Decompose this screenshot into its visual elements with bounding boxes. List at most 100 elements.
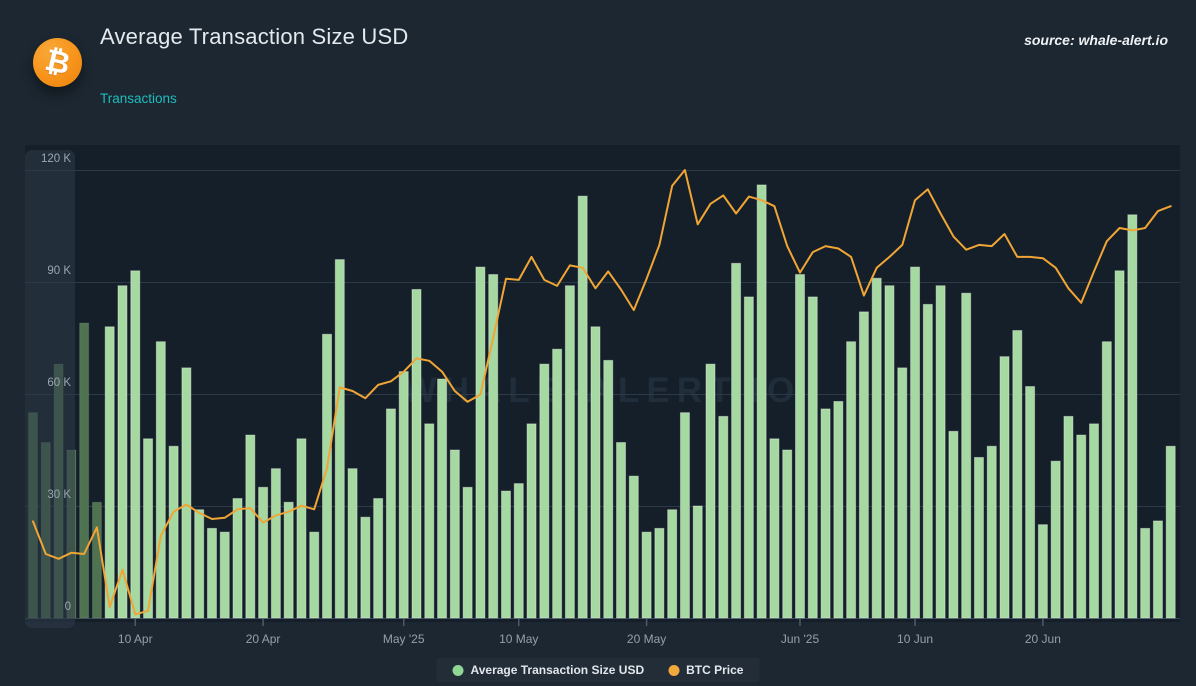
- bar-avg-transaction-size: [475, 266, 486, 619]
- bar-avg-transaction-size: [1140, 527, 1151, 619]
- transactions-link[interactable]: Transactions: [100, 91, 177, 106]
- bar-avg-transaction-size: [756, 184, 767, 619]
- bar-avg-transaction-size: [488, 274, 499, 619]
- bar-avg-transaction-size: [462, 486, 473, 619]
- bar-avg-transaction-size: [692, 505, 703, 619]
- bar-avg-transaction-size: [500, 490, 511, 619]
- y-axis-label: 90 K: [47, 265, 71, 277]
- bar-avg-transaction-size: [1076, 434, 1087, 619]
- bar-avg-transaction-size: [539, 363, 550, 619]
- bar-avg-transaction-size: [820, 408, 831, 619]
- bar-avg-transaction-size: [654, 527, 665, 619]
- bar-avg-transaction-size: [935, 285, 946, 619]
- legend-item-btc-price[interactable]: BTC Price: [668, 663, 743, 677]
- bar-avg-transaction-size: [334, 259, 345, 619]
- bar-avg-transaction-size: [718, 415, 729, 619]
- x-axis-label: May '25: [383, 632, 425, 646]
- bar-avg-transaction-size: [168, 445, 179, 619]
- bar-avg-transaction-size: [347, 468, 358, 619]
- x-axis-label: Jun '25: [781, 632, 820, 646]
- bar-avg-transaction-size: [1025, 386, 1036, 619]
- bar-avg-transaction-size: [424, 423, 435, 619]
- bar-avg-transaction-size: [782, 449, 793, 619]
- bar-avg-transaction-size: [807, 296, 818, 619]
- bar-avg-transaction-size: [628, 475, 639, 619]
- bar-avg-transaction-size: [897, 367, 908, 619]
- bar-avg-transaction-size: [846, 341, 857, 619]
- bar-avg-transaction-size: [973, 456, 984, 619]
- y-axis-label: 120 K: [40, 153, 71, 165]
- bar-avg-transaction-size: [922, 303, 933, 619]
- bar-avg-transaction-size: [360, 516, 371, 619]
- bar-avg-transaction-size: [258, 486, 269, 619]
- page-title: Average Transaction Size USD: [100, 24, 409, 49]
- btc-price-line: [32, 169, 1172, 616]
- bar-avg-transaction-size: [986, 445, 997, 619]
- bar-avg-transaction-size: [130, 270, 141, 619]
- x-axis-label: 10 Jun: [897, 632, 933, 646]
- bar-avg-transaction-size: [999, 356, 1010, 619]
- x-axis-label: 20 Jun: [1025, 632, 1061, 646]
- bar-avg-transaction-size: [577, 195, 588, 619]
- bar-avg-transaction-size: [871, 277, 882, 619]
- bar-avg-transaction-size: [743, 296, 754, 619]
- bar-avg-transaction-size: [1165, 445, 1176, 619]
- bar-avg-transaction-size: [667, 509, 678, 619]
- bar-avg-transaction-size: [296, 438, 307, 619]
- x-axis-label: 10 May: [499, 632, 538, 646]
- bar-avg-transaction-size: [1114, 270, 1125, 619]
- bar-avg-transaction-size: [373, 498, 384, 619]
- bar-avg-transaction-size: [564, 285, 575, 619]
- bar-avg-transaction-size: [385, 408, 396, 619]
- bar-avg-transaction-size: [79, 322, 90, 619]
- legend-label: BTC Price: [686, 663, 744, 677]
- legend-label: Average Transaction Size USD: [470, 663, 645, 677]
- bar-avg-transaction-size: [322, 333, 333, 619]
- bar-avg-transaction-size: [1012, 330, 1023, 619]
- bar-avg-transaction-size: [449, 449, 460, 619]
- y-axis-label: 60 K: [47, 377, 71, 389]
- legend: Average Transaction Size USD BTC Price: [436, 658, 760, 682]
- bar-avg-transaction-size: [1037, 524, 1048, 619]
- bar-avg-transaction-size: [858, 311, 869, 619]
- bar-avg-transaction-size: [194, 509, 205, 619]
- bitcoin-logo: ₿: [33, 38, 82, 87]
- bar-avg-transaction-size: [641, 531, 652, 619]
- bar-avg-transaction-size: [181, 367, 192, 619]
- bar-avg-transaction-size: [833, 400, 844, 619]
- bar-avg-transaction-size: [283, 501, 294, 619]
- bar-avg-transaction-size: [1089, 423, 1100, 619]
- bar-avg-transaction-size: [143, 438, 154, 619]
- bar-avg-transaction-size: [961, 292, 972, 619]
- y-axis-label: 0: [64, 601, 71, 613]
- bar-avg-transaction-size: [309, 531, 320, 619]
- legend-dot-green: [452, 664, 464, 676]
- bar-avg-transaction-size: [117, 285, 128, 619]
- legend-dot-orange: [668, 664, 680, 676]
- bar-avg-transaction-size: [552, 348, 563, 619]
- bar-avg-transaction-size: [731, 262, 742, 619]
- bar-avg-transaction-size: [155, 341, 166, 619]
- bitcoin-icon: ₿: [41, 43, 74, 81]
- bar-avg-transaction-size: [884, 285, 895, 619]
- bar-avg-transaction-size: [411, 288, 422, 619]
- bar-avg-transaction-size: [948, 430, 959, 619]
- bar-avg-transaction-size: [104, 326, 115, 619]
- x-axis-label: 20 Apr: [246, 632, 281, 646]
- x-axis-label: 10 Apr: [118, 632, 153, 646]
- bar-avg-transaction-size: [398, 371, 409, 619]
- bar-avg-transaction-size: [1063, 415, 1074, 619]
- y-axis-label: 30 K: [47, 489, 71, 501]
- source-attribution: source: whale-alert.io: [1024, 32, 1168, 48]
- bar-avg-transaction-size: [270, 468, 281, 619]
- legend-item-avg-transaction-size[interactable]: Average Transaction Size USD: [452, 663, 645, 677]
- bar-avg-transaction-size: [679, 412, 690, 619]
- bar-avg-transaction-size: [526, 423, 537, 619]
- bar-avg-transaction-size: [91, 501, 102, 619]
- bar-avg-transaction-size: [437, 378, 448, 619]
- bar-avg-transaction-size: [219, 531, 230, 619]
- bar-avg-transaction-size: [206, 527, 217, 619]
- bar-avg-transaction-size: [513, 483, 524, 619]
